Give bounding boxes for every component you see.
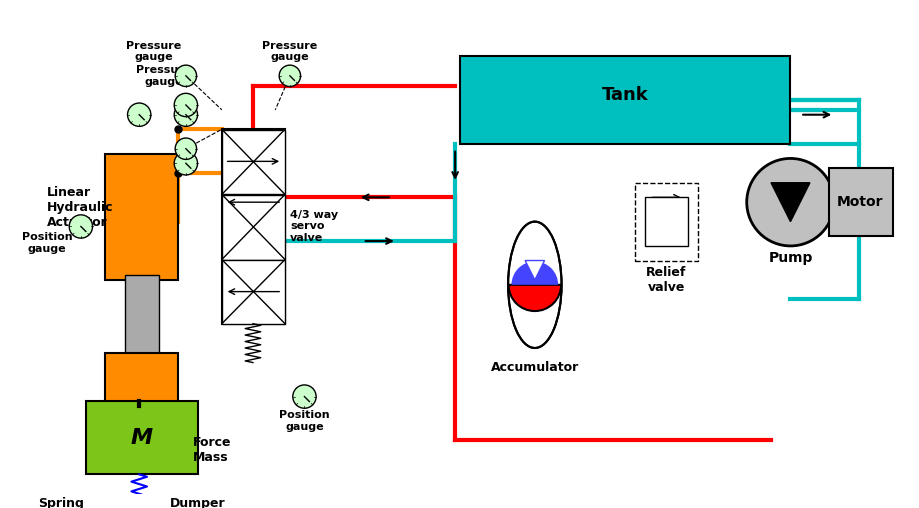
Circle shape [175, 152, 198, 175]
Bar [105, 353, 178, 406]
Text: Position
gauge: Position gauge [21, 232, 73, 254]
Bar [635, 183, 698, 261]
Polygon shape [771, 183, 810, 221]
Text: Force
Mass: Force Mass [193, 436, 232, 464]
Text: Linear
Hydraulic
Actuator: Linear Hydraulic Actuator [47, 185, 113, 229]
Circle shape [293, 385, 316, 408]
Bar [125, 275, 159, 358]
Text: Pressure
gauge: Pressure gauge [126, 41, 181, 62]
Text: Dumper: Dumper [170, 497, 225, 508]
Polygon shape [525, 261, 545, 280]
Bar [460, 56, 790, 144]
Text: 4/3 way
servo
valve: 4/3 way servo valve [289, 210, 338, 243]
Bar [221, 260, 285, 324]
Text: M: M [130, 428, 153, 449]
Text: Pressure
gauge: Pressure gauge [136, 65, 191, 87]
Wedge shape [508, 285, 562, 311]
Bar [221, 129, 285, 324]
Bar [105, 153, 178, 280]
Text: Spring: Spring [39, 497, 85, 508]
Circle shape [69, 215, 93, 238]
Bar [221, 130, 285, 195]
Text: Motor: Motor [837, 195, 884, 209]
Bar [85, 401, 198, 474]
Circle shape [175, 93, 198, 117]
Text: Accumulator: Accumulator [491, 361, 579, 374]
Circle shape [175, 103, 198, 126]
Wedge shape [512, 262, 558, 285]
Text: Tank: Tank [602, 86, 649, 104]
Text: Pressure
gauge: Pressure gauge [262, 41, 317, 62]
Bar [221, 196, 285, 260]
Circle shape [128, 103, 151, 126]
Text: Pump: Pump [768, 250, 812, 265]
Circle shape [176, 138, 197, 160]
Text: Relief
valve: Relief valve [646, 266, 686, 294]
Circle shape [279, 65, 301, 86]
Bar [644, 197, 688, 246]
Bar [829, 168, 892, 236]
Text: Position
gauge: Position gauge [279, 410, 330, 432]
Circle shape [176, 65, 197, 86]
Circle shape [747, 158, 834, 246]
